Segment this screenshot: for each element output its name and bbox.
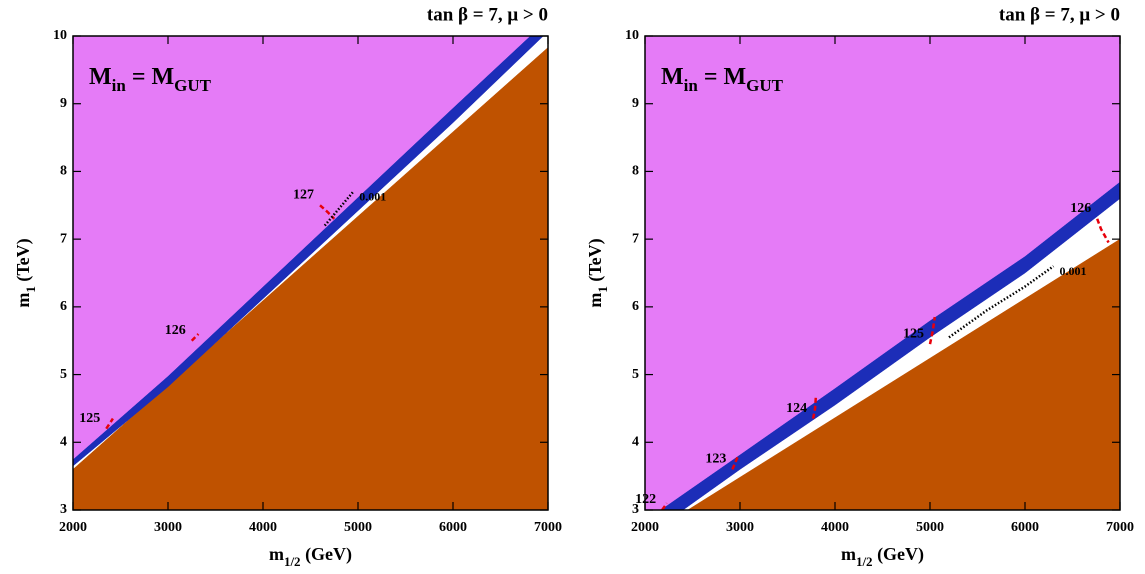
- contour-label: 126: [1070, 201, 1091, 216]
- x-tick-label: 7000: [1106, 520, 1134, 535]
- contour-line: [928, 316, 936, 345]
- y-tick-label: 5: [632, 367, 639, 382]
- x-axis-label: m1/2 (GeV): [269, 544, 352, 569]
- plot-frame: [644, 35, 1121, 511]
- contour-label: 127: [293, 188, 314, 203]
- subscript: GUT: [746, 76, 784, 95]
- contour-line: [190, 333, 200, 342]
- text-part: m: [13, 293, 33, 308]
- contour-label: 123: [705, 452, 726, 467]
- contour-line: [323, 190, 355, 227]
- y-tick-label: 9: [60, 96, 67, 111]
- x-tick-label: 3000: [154, 520, 182, 535]
- text-part: m: [585, 293, 605, 308]
- x-tick-label: 7000: [534, 520, 562, 535]
- y-tick-label: 3: [632, 502, 639, 517]
- contour-line: [105, 417, 114, 430]
- subscript: GUT: [174, 76, 212, 95]
- plot-area: [73, 36, 548, 510]
- subscript: 1/2: [856, 554, 873, 569]
- contour-line: [1096, 218, 1110, 244]
- chart-title: tan β = 7, μ > 0: [999, 4, 1120, 25]
- text-part: M: [89, 64, 112, 90]
- contour-label: 125: [79, 411, 100, 426]
- contour-line: [811, 394, 818, 419]
- x-tick-label: 2000: [59, 520, 87, 535]
- plot-area: [645, 36, 1120, 510]
- text-part: m: [269, 544, 284, 564]
- text-part: (TeV): [585, 238, 606, 286]
- y-tick-label: 4: [632, 435, 639, 450]
- annotation: Min = MGUT: [661, 64, 784, 96]
- x-tick-label: 6000: [1011, 520, 1039, 535]
- y-tick-label: 9: [632, 96, 639, 111]
- text-part: M: [661, 64, 684, 90]
- contour-label: 124: [786, 401, 807, 416]
- x-axis-label: m1/2 (GeV): [841, 544, 924, 569]
- contour-label: 0.001: [359, 189, 386, 203]
- contour-label: 125: [903, 326, 924, 341]
- x-tick-label: 5000: [916, 520, 944, 535]
- plot-frame: [72, 35, 549, 511]
- subscript: in: [112, 76, 127, 95]
- y-tick-label: 5: [60, 367, 67, 382]
- contour-label: 126: [165, 323, 186, 338]
- contour-line: [661, 502, 668, 510]
- y-tick-label: 7: [60, 231, 67, 246]
- chart-title: tan β = 7, μ > 0: [427, 4, 548, 25]
- y-tick-label: 10: [53, 28, 67, 43]
- subscript: 1: [23, 286, 38, 293]
- x-tick-label: 4000: [249, 520, 277, 535]
- region: [687, 238, 1120, 510]
- text-part: (GeV): [873, 544, 924, 565]
- panel: 125 126 127 0.001 2000 3000 4000 5000 6000 7000 3 4…: [13, 4, 562, 569]
- region: [73, 47, 548, 510]
- annotation: Min = MGUT: [89, 64, 212, 96]
- x-tick-label: 3000: [726, 520, 754, 535]
- x-tick-label: 5000: [344, 520, 372, 535]
- text-part: (TeV): [13, 238, 34, 286]
- y-tick-label: 7: [632, 231, 639, 246]
- region: [73, 36, 531, 460]
- y-tick-label: 10: [625, 28, 639, 43]
- y-tick-label: 8: [632, 164, 639, 179]
- subscript: 1/2: [284, 554, 301, 569]
- x-tick-label: 4000: [821, 520, 849, 535]
- y-tick-label: 3: [60, 502, 67, 517]
- y-tick-label: 6: [60, 299, 67, 314]
- text-part: = M: [126, 64, 174, 90]
- text-part: (GeV): [301, 544, 352, 565]
- y-tick-label: 4: [60, 435, 67, 450]
- contour-label: 0.001: [1060, 264, 1087, 278]
- text-part: = M: [698, 64, 746, 90]
- x-tick-label: 2000: [631, 520, 659, 535]
- subscript: 1: [595, 286, 610, 293]
- text-part: m: [841, 544, 856, 564]
- y-axis-label: m1 (TeV): [13, 238, 38, 307]
- x-tick-label: 6000: [439, 520, 467, 535]
- contour-line: [948, 265, 1055, 339]
- y-tick-label: 8: [60, 164, 67, 179]
- contour-line: [731, 455, 740, 470]
- region: [645, 36, 1120, 510]
- subscript: in: [684, 76, 699, 95]
- y-tick-label: 6: [632, 299, 639, 314]
- y-axis-label: m1 (TeV): [585, 238, 610, 307]
